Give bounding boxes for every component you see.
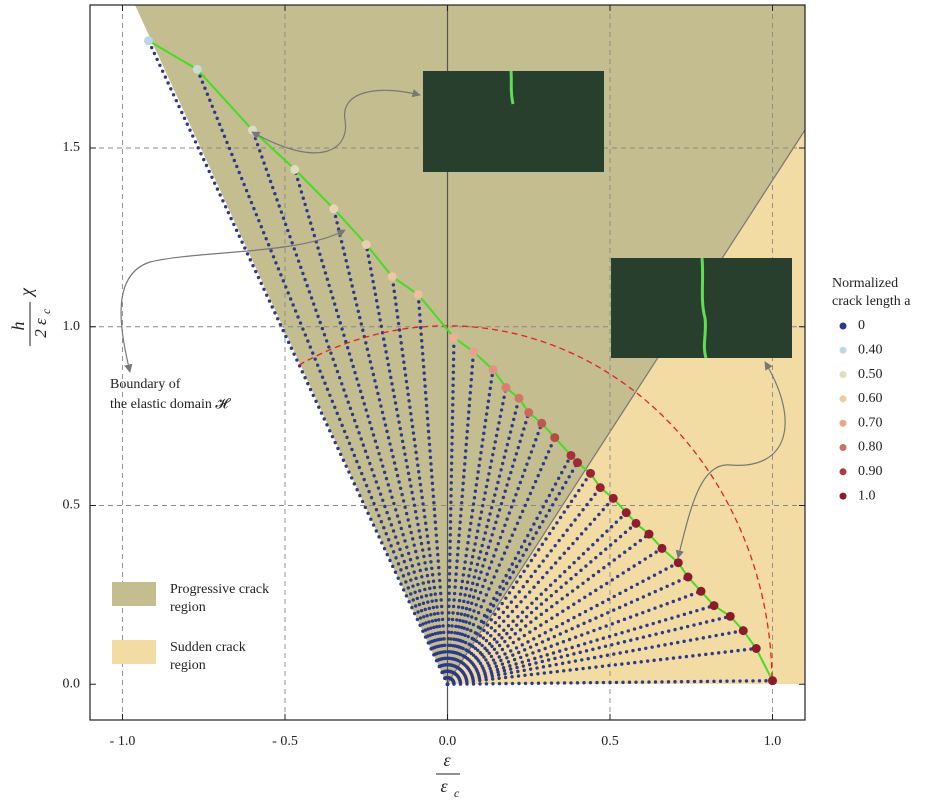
point <box>632 519 641 528</box>
inset-image <box>423 71 604 172</box>
point <box>710 601 719 610</box>
inset-2 <box>611 258 792 358</box>
legend-label: Progressive crack <box>170 582 269 597</box>
point <box>768 676 777 685</box>
point <box>622 508 631 517</box>
y-label-numerator: h <box>8 322 28 331</box>
point <box>697 587 706 596</box>
y-label-factor: χ <box>16 287 36 298</box>
point <box>362 240 371 249</box>
x-tick-label: 0.0 <box>439 734 457 749</box>
legend-marker <box>840 420 847 427</box>
x-tick-label: - 0.5 <box>272 734 298 749</box>
point <box>524 408 533 417</box>
legend-title: Normalized <box>832 276 898 291</box>
x-tick-label: 1.0 <box>764 734 782 749</box>
point <box>537 419 546 428</box>
legend-label: 0.40 <box>858 343 883 358</box>
y-axis-label: h 2 ε c χ <box>8 287 53 346</box>
legend-marker <box>840 468 847 475</box>
legend-marker <box>840 347 847 354</box>
y-tick-label: 1.5 <box>63 140 81 155</box>
y-tick-label: 1.0 <box>63 319 81 334</box>
legend-label: region <box>170 658 206 673</box>
point <box>609 494 618 503</box>
point <box>684 573 693 582</box>
point <box>502 383 511 392</box>
region-legend: Progressive crack region Sudden crack regio… <box>112 582 269 673</box>
point <box>658 544 667 553</box>
y-label-subscript: c <box>39 308 53 314</box>
y-label-denominator: 2 ε <box>31 318 50 338</box>
legend-label: 0.50 <box>858 367 883 382</box>
point <box>567 451 576 460</box>
legend-label: region <box>170 600 206 615</box>
legend-marker <box>840 444 847 451</box>
legend-label: 0.60 <box>858 391 883 406</box>
x-label-numerator: ε <box>443 750 451 770</box>
crack <box>511 71 513 104</box>
x-tick-label: 0.5 <box>601 734 619 749</box>
x-axis-label: ε ε c <box>436 750 460 800</box>
point <box>752 644 761 653</box>
legend-marker <box>840 493 847 500</box>
point <box>144 36 153 45</box>
legend-swatch <box>112 582 156 606</box>
legend-label: 0.70 <box>858 415 883 430</box>
point <box>414 290 423 299</box>
legend-label: 0.90 <box>858 464 883 479</box>
point <box>596 483 605 492</box>
y-tick-label: 0.0 <box>63 676 81 691</box>
y-tick-label: 0.5 <box>63 498 81 513</box>
chart: Boundary of the elastic domain 𝓗 Progres… <box>0 0 936 804</box>
inset-1 <box>423 71 604 172</box>
annotation: Boundary of <box>110 377 181 392</box>
annotation: the elastic domain 𝓗 <box>110 397 231 412</box>
legend-title: crack length a <box>832 294 911 309</box>
point <box>193 65 202 74</box>
point <box>388 272 397 281</box>
legend-marker <box>840 395 847 402</box>
color-legend: Normalized crack length a 0 0.40 0.50 0.60 0.7… <box>832 276 911 503</box>
point <box>726 612 735 621</box>
x-tick-label: - 1.0 <box>110 734 136 749</box>
point <box>290 165 299 174</box>
point <box>489 365 498 374</box>
point <box>739 626 748 635</box>
point <box>515 394 524 403</box>
legend-swatch <box>112 640 156 664</box>
point <box>450 333 459 342</box>
legend-label: Sudden crack <box>170 640 246 655</box>
point <box>573 458 582 467</box>
legend-label: 1.0 <box>858 488 876 503</box>
point <box>645 530 654 539</box>
point <box>586 469 595 478</box>
point <box>674 558 683 567</box>
legend-marker <box>840 371 847 378</box>
point <box>550 433 559 442</box>
point <box>248 126 257 135</box>
legend-marker <box>840 323 847 330</box>
point <box>469 347 478 356</box>
point <box>329 204 338 213</box>
x-label-subscript: c <box>454 786 460 800</box>
legend-label: 0.80 <box>858 440 883 455</box>
x-label-denominator: ε <box>440 776 448 796</box>
legend-label: 0 <box>858 318 865 333</box>
